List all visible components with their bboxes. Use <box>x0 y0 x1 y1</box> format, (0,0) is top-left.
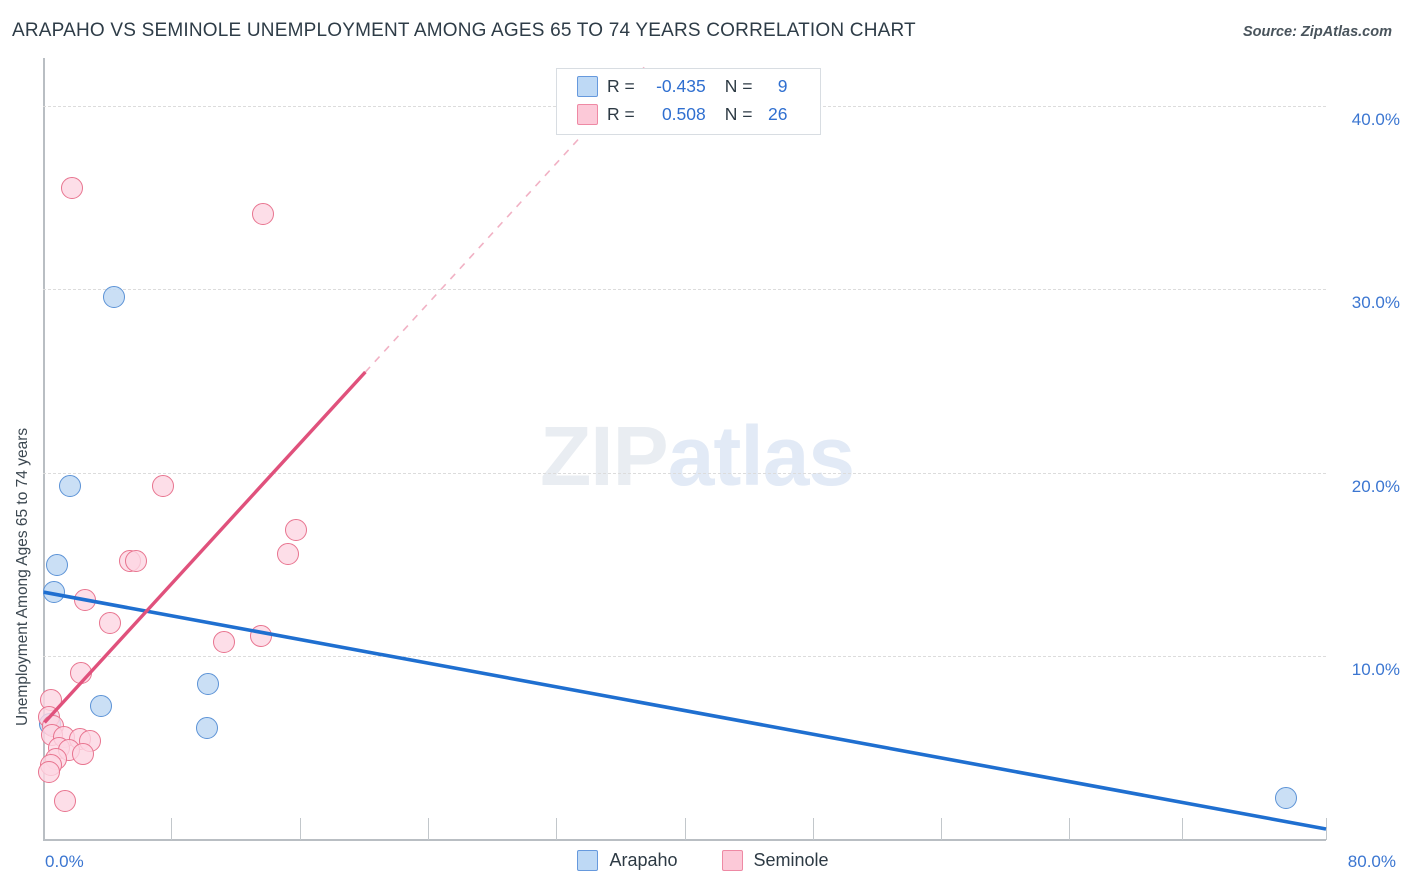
legend-label-seminole: Seminole <box>753 850 829 870</box>
stats-n-value-seminole: 26 <box>768 103 788 124</box>
stats-r-value-seminole: 0.508 <box>661 103 706 124</box>
y-axis-tick-label: 20.0% <box>1351 476 1400 496</box>
stats-n-label-arapaho: N = <box>724 75 753 96</box>
scatter-point-seminole[interactable] <box>213 630 236 653</box>
x-axis-tick <box>1069 818 1071 840</box>
correlation-stats-box: R = -0.435 N = 9 R = 0.508 N = 26 <box>556 68 821 135</box>
scatter-point-seminole[interactable] <box>152 474 175 497</box>
legend-item-seminole[interactable]: Seminole <box>721 850 829 871</box>
legend-item-arapaho[interactable]: Arapaho <box>577 850 678 871</box>
scatter-point-arapaho[interactable] <box>102 285 125 308</box>
scatter-point-arapaho[interactable] <box>43 581 66 604</box>
x-axis-tick <box>556 818 558 840</box>
stats-r-value-arapaho: -0.435 <box>656 75 706 96</box>
y-axis-tick-label: 40.0% <box>1351 109 1400 129</box>
stats-r-label-seminole: R = <box>607 103 635 124</box>
stats-r-label-arapaho: R = <box>607 75 635 96</box>
x-axis-tick <box>1181 818 1183 840</box>
source-attribution: Source: ZipAtlas.com <box>1242 24 1392 40</box>
x-axis-tick <box>299 818 301 840</box>
stats-swatch-seminole <box>577 103 598 125</box>
stats-n-label-seminole: N = <box>724 103 753 124</box>
x-axis-tick-label-min: 0.0% <box>45 852 84 871</box>
zipatlas-watermark: ZIPatlas <box>540 408 855 505</box>
y-axis-title: Unemployment Among Ages 65 to 74 years <box>14 427 31 726</box>
scatter-point-seminole[interactable] <box>125 549 148 572</box>
scatter-point-seminole[interactable] <box>251 203 274 226</box>
scatter-point-seminole[interactable] <box>99 612 122 635</box>
scatter-point-seminole[interactable] <box>37 761 60 784</box>
scatter-point-arapaho[interactable] <box>197 672 220 695</box>
scatter-point-seminole[interactable] <box>285 518 308 541</box>
page-title: ARAPAHO VS SEMINOLE UNEMPLOYMENT AMONG A… <box>12 20 916 41</box>
plot-area: ZIPatlas <box>37 58 1327 840</box>
scatter-point-arapaho[interactable] <box>195 717 218 740</box>
watermark-atlas: atlas <box>667 409 855 503</box>
scatter-point-seminole[interactable] <box>54 790 77 813</box>
legend-swatch-arapaho <box>577 850 599 871</box>
gridline-y <box>43 472 1326 474</box>
watermark-zip: ZIP <box>540 409 669 503</box>
series-legend: Arapaho Seminole <box>0 850 1406 871</box>
scatter-point-seminole[interactable] <box>277 542 300 565</box>
stats-row-seminole: R = 0.508 N = 26 <box>577 100 787 128</box>
stats-row-arapaho: R = -0.435 N = 9 <box>577 72 787 100</box>
x-axis-tick <box>684 818 686 840</box>
x-axis-tick <box>812 818 814 840</box>
scatter-point-seminole[interactable] <box>73 588 96 611</box>
x-axis-tick <box>171 818 173 840</box>
gridline-y <box>43 656 1326 658</box>
scatter-point-seminole[interactable] <box>70 661 93 684</box>
x-axis-tick <box>1326 818 1327 840</box>
stats-n-value-arapaho: 9 <box>777 75 788 96</box>
scatter-point-arapaho[interactable] <box>46 553 69 576</box>
legend-label-arapaho: Arapaho <box>609 850 678 870</box>
scatter-point-arapaho[interactable] <box>59 474 82 497</box>
y-axis-tick-label: 10.0% <box>1351 660 1400 680</box>
scatter-point-seminole[interactable] <box>250 625 273 648</box>
y-axis-tick-label: 30.0% <box>1351 293 1400 313</box>
x-axis-tick-label-max: 80.0% <box>1347 852 1396 871</box>
x-axis-tick <box>941 818 943 840</box>
gridline-y <box>43 289 1326 291</box>
scatter-point-seminole[interactable] <box>60 177 83 200</box>
scatter-point-arapaho[interactable] <box>1274 786 1297 809</box>
legend-swatch-seminole <box>721 850 743 871</box>
x-axis-tick <box>427 818 429 840</box>
scatter-point-seminole[interactable] <box>72 742 95 765</box>
stats-swatch-arapaho <box>577 75 598 97</box>
scatter-point-arapaho[interactable] <box>89 694 112 717</box>
